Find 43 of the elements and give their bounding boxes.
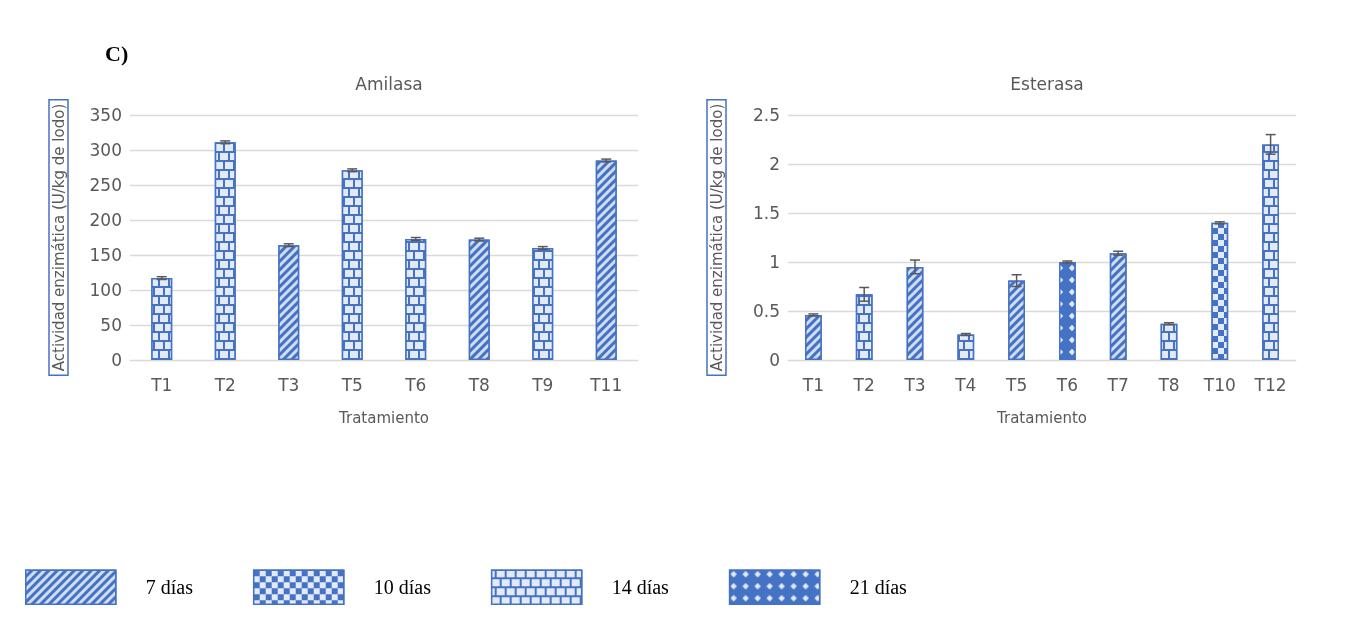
x-tick-label: T8 — [467, 374, 490, 395]
y-axis-title: Actividad enzimática (U/kg de lodo) — [707, 103, 726, 372]
x-tick-label: T10 — [1202, 374, 1236, 395]
x-tick-label: T5 — [340, 374, 363, 395]
y-tick-label: 2 — [769, 154, 780, 174]
y-tick-label: 200 — [89, 210, 122, 230]
x-tick-label: T4 — [954, 374, 977, 395]
x-tick-label: T2 — [213, 374, 236, 395]
x-tick-label: T6 — [1055, 374, 1078, 395]
x-axis-title: Tratamiento — [996, 408, 1087, 427]
y-tick-label: 250 — [89, 175, 122, 195]
y-tick-label: 0 — [111, 350, 122, 370]
x-tick-label: T3 — [903, 374, 926, 395]
x-tick-label: T6 — [404, 374, 427, 395]
x-tick-label: T5 — [1005, 374, 1028, 395]
y-tick-label: 1.5 — [752, 203, 780, 223]
y-tick-label: 1 — [769, 252, 780, 272]
y-tick-label: 0 — [769, 350, 780, 370]
x-tick-label: T1 — [801, 374, 824, 395]
y-tick-label: 50 — [100, 315, 122, 335]
y-tick-label: 150 — [89, 245, 122, 265]
y-tick-label: 2.5 — [752, 105, 780, 125]
legend-label: 10 días — [373, 576, 432, 599]
x-tick-label: T12 — [1253, 374, 1287, 395]
y-tick-label: 0.5 — [752, 301, 780, 321]
legend-label: 21 días — [849, 576, 908, 599]
chart-title: Esterasa — [1010, 73, 1084, 94]
text: C) — [105, 40, 129, 66]
legend-label: 7 días — [145, 576, 194, 599]
legend-label: 14 días — [611, 576, 670, 599]
x-tick-label: T11 — [589, 374, 623, 395]
x-tick-label: T2 — [852, 374, 875, 395]
y-axis-title: Actividad enzimática (U/kg de lodo) — [49, 103, 68, 372]
x-axis-title: Tratamiento — [338, 408, 429, 427]
chart-title: Amilasa — [355, 73, 423, 94]
x-tick-label: T7 — [1106, 374, 1129, 395]
y-tick-label: 350 — [89, 105, 122, 125]
x-tick-label: T8 — [1157, 374, 1180, 395]
x-tick-label: T1 — [150, 374, 173, 395]
y-tick-label: 300 — [89, 140, 122, 160]
x-tick-label: T3 — [277, 374, 300, 395]
y-tick-label: 100 — [89, 280, 122, 300]
x-tick-label: T9 — [531, 374, 554, 395]
